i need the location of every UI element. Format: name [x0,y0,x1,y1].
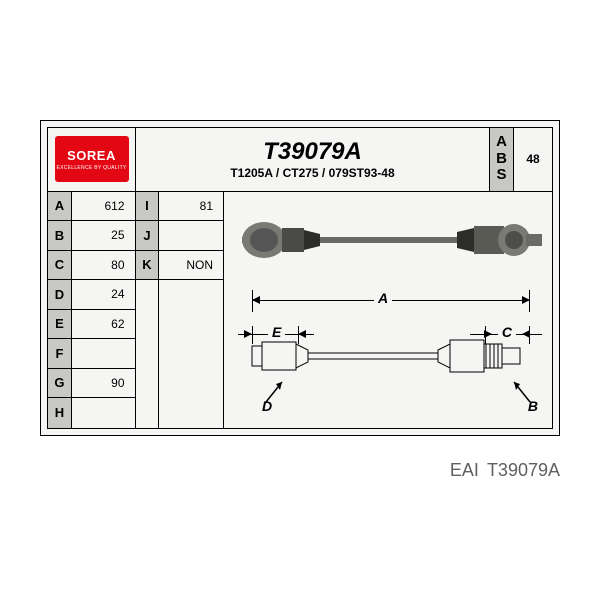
blank [136,310,160,340]
dim-key-col-2: I J K [136,192,160,428]
blank [159,369,223,399]
blank [136,369,160,399]
dim-val: 90 [72,369,136,399]
arrow-right-icon [244,330,252,338]
dim-c-label: C [498,324,516,340]
footer-brand: EAI [450,460,479,481]
diagram-area: A E C D [224,192,552,428]
cross-reference: T1205A / CT275 / 079ST93-48 [230,166,394,180]
arrow-right-icon [484,330,492,338]
blank [159,398,223,428]
abs-char-1: A [496,134,507,151]
dim-key: H [48,398,72,428]
blank [136,398,160,428]
dim-tick [252,326,253,344]
arrow-left-icon [252,296,260,304]
blank [136,339,160,369]
dim-b-label: B [528,398,538,414]
abs-char-3: S [496,167,506,184]
dim-key: A [48,192,72,222]
dim-d-label: D [262,398,272,414]
dim-val: NON [159,251,223,281]
dim-key: B [48,221,72,251]
brand-logo: SOREA EXCELLENCE BY QUALITY [55,136,129,182]
dim-key: J [136,221,160,251]
arrow-left-icon [522,330,530,338]
brand-box: SOREA EXCELLENCE BY QUALITY [48,128,136,191]
blank [159,280,223,310]
dim-val: 612 [72,192,136,222]
brand-name: SOREA [67,148,116,163]
footer: EAI T39079A [40,460,560,481]
dim-key-col-1: A B C D E F G H [48,192,72,428]
arrow-left-icon [298,330,306,338]
dim-e-label: E [268,324,285,340]
dim-val: 24 [72,280,136,310]
dim-key: C [48,251,72,281]
dim-val [159,221,223,251]
part-number: T39079A [263,138,362,166]
blank [136,280,160,310]
abs-char-2: B [496,151,507,168]
dim-val: 81 [159,192,223,222]
brand-tagline: EXCELLENCE BY QUALITY [56,165,126,171]
dim-val: 25 [72,221,136,251]
specification-card: SOREA EXCELLENCE BY QUALITY T39079A T120… [40,120,560,436]
dim-key: E [48,310,72,340]
dimension-table: A B C D E F G H 612 25 80 24 62 90 [48,192,224,428]
dim-a-label: A [374,290,392,306]
dim-val: 80 [72,251,136,281]
card-body: A B C D E F G H 612 25 80 24 62 90 [48,192,552,428]
dim-key: I [136,192,160,222]
card-inner: SOREA EXCELLENCE BY QUALITY T39079A T120… [47,127,553,429]
title-box: T39079A T1205A / CT275 / 079ST93-48 [136,128,490,191]
dim-val-col-2: 81 NON [159,192,223,428]
dim-key: K [136,251,160,281]
arrow-right-icon [522,296,530,304]
axle-photo-icon [242,210,542,270]
dim-key: G [48,369,72,399]
abs-value: 48 [514,128,552,191]
dim-val-col-1: 612 25 80 24 62 90 [72,192,136,428]
blank [159,339,223,369]
card-header: SOREA EXCELLENCE BY QUALITY T39079A T120… [48,128,552,192]
dim-key: F [48,339,72,369]
dim-key: D [48,280,72,310]
footer-code: T39079A [487,460,560,481]
dim-val [72,398,136,428]
abs-label-column: A B S [490,128,514,191]
blank [159,310,223,340]
dim-val: 62 [72,310,136,340]
dim-val [72,339,136,369]
